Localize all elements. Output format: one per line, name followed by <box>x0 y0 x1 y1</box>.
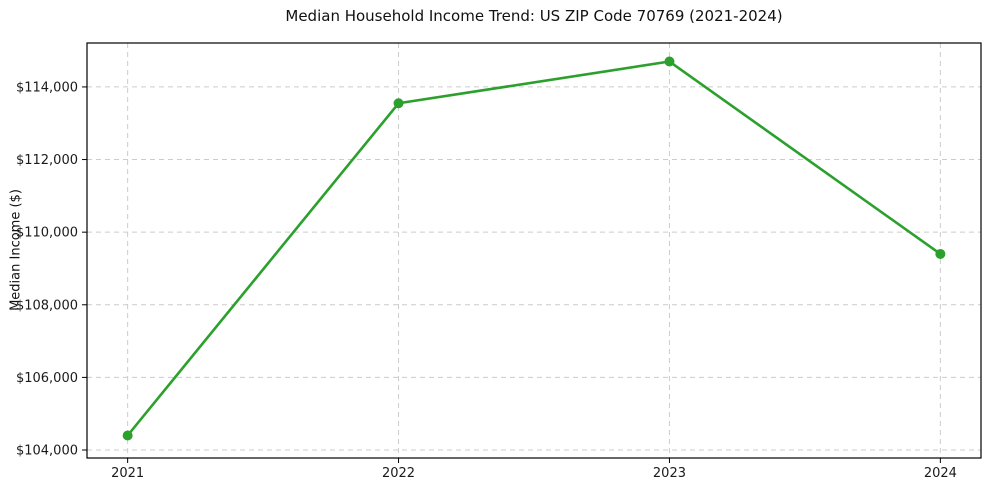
data-point <box>935 248 946 259</box>
trend-line <box>126 60 942 437</box>
y-tick-label: $108,000 <box>16 298 78 313</box>
data-point <box>122 430 133 441</box>
y-tick-label: $106,000 <box>16 371 78 386</box>
chart-title: Median Household Income Trend: US ZIP Co… <box>285 7 783 25</box>
plot-border <box>86 42 982 459</box>
x-tick-label: 2021 <box>111 466 144 481</box>
y-tick-label: $114,000 <box>16 80 78 95</box>
x-tick-label: 2024 <box>924 466 957 481</box>
x-tick-label: 2023 <box>653 466 686 481</box>
y-tick-label: $112,000 <box>16 153 78 168</box>
data-point <box>664 56 675 67</box>
y-tick-label: $104,000 <box>16 444 78 459</box>
data-point <box>393 98 404 109</box>
y-tick-label: $110,000 <box>16 226 78 241</box>
x-tick-label: 2022 <box>382 466 415 481</box>
